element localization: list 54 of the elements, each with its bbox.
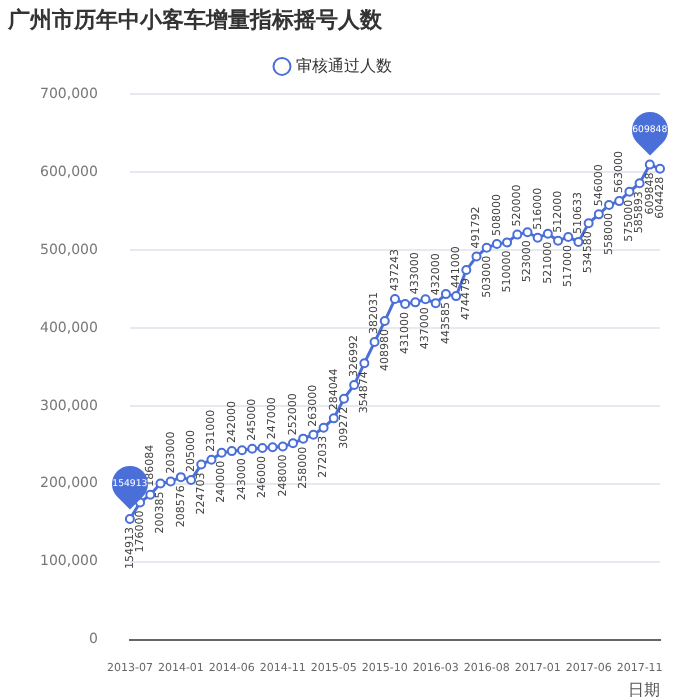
point [655,163,665,174]
point [175,472,186,483]
point [247,443,258,454]
point [277,441,288,452]
point [338,393,349,404]
point [604,200,615,210]
point [379,316,390,327]
point [226,446,237,457]
point [481,242,492,253]
point [522,227,533,238]
point [563,231,574,242]
point [389,294,400,305]
point [440,289,451,300]
point [491,238,502,249]
point [257,443,268,453]
point [318,422,329,433]
point [430,298,441,309]
point [532,232,543,243]
point [216,447,227,458]
point [542,228,553,239]
point [573,236,584,247]
point [298,433,309,444]
point [471,251,482,262]
point [155,478,166,489]
point [502,237,513,248]
point [267,442,278,453]
point [308,429,319,440]
point [288,438,298,449]
point [451,291,462,302]
point [420,294,431,305]
point [196,459,207,470]
point [553,235,564,246]
point [369,337,380,348]
point [124,513,135,524]
legend-label: 审核通过人数 [296,56,392,75]
point [512,229,523,240]
point [359,358,370,369]
point [165,476,176,487]
point [206,454,217,465]
point [328,413,339,424]
point [145,489,156,500]
point [624,186,635,197]
point [237,445,248,456]
point [634,178,645,189]
point [593,209,604,220]
point [349,379,360,390]
point [644,159,655,170]
point [614,196,625,207]
point [583,218,594,229]
chart-title: 广州市历年中小客车增量指标摇号人数 [6,6,384,33]
x-axis-title: 日期 [628,680,660,699]
point [461,265,472,276]
point [410,297,421,308]
point [400,298,411,309]
